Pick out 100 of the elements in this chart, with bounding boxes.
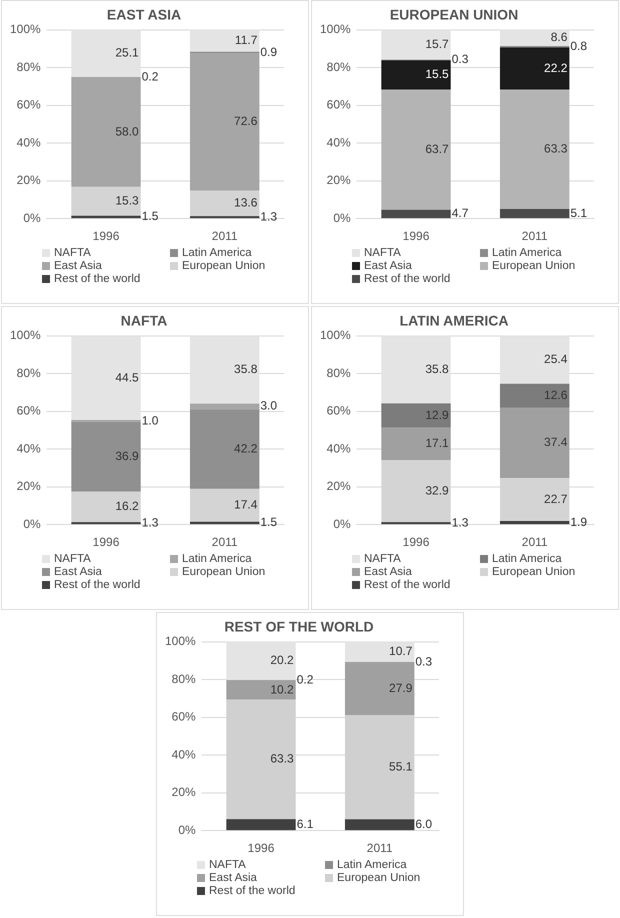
data-label: 0.2 [142,70,159,84]
legend-label: European Union [337,872,420,884]
data-label: 0.3 [415,654,432,669]
data-label: 1.5 [260,515,278,530]
y-tick-label: 60% [326,98,352,112]
x-tick-label: 1996 [92,535,120,550]
y-tick-label: 0% [23,210,42,225]
legend-label: East Asia [54,260,102,272]
data-label: 15.3 [115,194,140,208]
data-label: 3.0 [260,398,278,413]
chart-title: NAFTA [120,312,168,328]
chart-title: LATIN AMERICA [400,312,508,328]
y-tick-label: 60% [172,710,196,724]
data-label: 72.6 [234,114,258,128]
legend-label: East Asia [364,260,412,272]
data-label: 55.1 [389,760,413,774]
legend-label: Latin America [182,553,252,565]
data-label: 1.3 [142,515,159,530]
x-tick-label: 2011 [522,229,548,244]
y-tick-label: 40% [326,135,352,150]
data-label: 8.6 [550,30,568,44]
data-label: 25.1 [115,46,140,60]
legend-label: Rest of the world [364,273,450,285]
data-label: 12.9 [425,408,450,422]
data-label: 1.9 [570,514,588,529]
data-label: 10.2 [270,682,294,696]
y-tick-label: 80% [326,60,352,74]
y-tick-label: 20% [326,479,352,494]
y-tick-label: 80% [326,366,352,380]
legend-label: European Union [492,566,576,578]
legend-label: Latin America [182,247,252,259]
x-tick-label: 1996 [248,841,275,856]
legend-label: NAFTA [54,247,91,259]
data-label: 37.4 [544,435,568,450]
y-tick-label: 60% [326,404,352,418]
x-tick-label: 2011 [212,229,238,244]
data-label: 63.3 [270,752,294,766]
legend-label: Latin America [337,859,407,871]
data-label: 22.2 [544,60,568,75]
data-label: 0.3 [452,52,469,66]
legend-label: NAFTA [54,553,91,565]
data-label: 0.2 [296,672,314,686]
y-tick-label: 60% [16,98,42,112]
data-label: 20.2 [270,653,294,668]
data-label: 0.9 [260,44,278,59]
legend-label: Latin America [492,247,562,259]
y-tick-label: 0% [333,516,352,531]
chart-title: EUROPEAN UNION [390,6,518,22]
data-label: 1.5 [142,209,159,224]
y-tick-label: 100% [320,328,352,342]
legend-label: NAFTA [364,553,401,565]
legend-label: Latin America [492,553,562,565]
data-label: 63.7 [425,142,450,156]
data-label: 44.5 [115,370,140,384]
data-label: 6.1 [296,816,314,831]
data-label: 63.3 [544,142,568,156]
y-tick-label: 40% [16,441,42,456]
legend-label: Rest of the world [209,885,296,897]
x-tick-label: 2011 [366,841,393,856]
y-tick-label: 80% [16,60,42,74]
x-tick-label: 1996 [402,535,430,550]
y-tick-label: 0% [23,516,42,531]
y-tick-label: 40% [16,135,42,150]
y-tick-label: 80% [172,672,196,686]
data-label: 12.6 [544,388,568,402]
data-label: 1.3 [452,515,469,530]
legend-label: European Union [182,260,266,272]
data-label: 10.7 [389,644,413,658]
legend-label: NAFTA [209,859,246,871]
data-label: 17.4 [234,498,258,512]
y-tick-label: 100% [320,22,352,36]
data-label: 27.9 [389,681,413,696]
legend-label: NAFTA [364,247,401,259]
x-tick-label: 1996 [402,229,430,244]
legend-label: Rest of the world [54,273,140,285]
data-label: 5.1 [570,206,588,220]
data-label: 17.1 [425,436,450,450]
data-label: 32.9 [425,483,450,498]
data-label: 0.8 [570,39,588,54]
data-label: 13.6 [234,196,258,210]
y-tick-label: 60% [16,404,42,418]
x-tick-label: 2011 [522,535,548,550]
data-label: 1.3 [260,209,278,224]
data-label: 25.4 [544,352,568,366]
data-label: 4.7 [452,206,469,220]
legend-label: Rest of the world [364,579,450,591]
data-label: 35.8 [425,362,450,376]
data-label: 11.7 [234,32,258,47]
data-label: 15.5 [425,67,450,82]
legend-label: East Asia [54,566,102,578]
legend-label: Rest of the world [54,579,140,591]
legend-label: East Asia [364,566,412,578]
data-label: 16.2 [115,499,140,514]
legend-label: East Asia [209,872,257,884]
data-label: 6.0 [415,817,432,831]
legend-label: European Union [492,260,576,272]
y-tick-label: 100% [10,22,42,36]
legend-label: European Union [182,566,266,578]
y-tick-label: 100% [10,328,42,342]
y-tick-label: 0% [333,210,352,225]
